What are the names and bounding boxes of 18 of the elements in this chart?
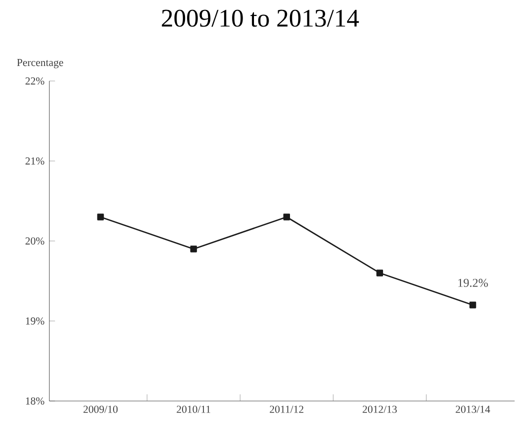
chart-title: 2009/10 to 2013/14: [162, 10, 359, 27]
y-tick-label: 20%: [26, 237, 44, 245]
x-tick-label: 2012/13: [362, 406, 397, 413]
x-tick-label: 2013/14: [456, 406, 490, 413]
y-tick-label: 22%: [26, 77, 44, 85]
point: [97, 214, 104, 220]
point: [283, 214, 290, 220]
data-label: 19.2%: [458, 278, 488, 287]
y-tick-label: 21%: [26, 157, 44, 165]
y-tick-label: 18%: [26, 397, 44, 405]
y-tick-label: 19%: [26, 317, 44, 325]
x-tick-label: 2010/11: [176, 406, 210, 413]
point: [190, 246, 197, 252]
point: [469, 302, 476, 308]
x-tick-label: 2011/12: [270, 406, 304, 413]
y-axis-title: Percentage: [17, 59, 64, 68]
point: [376, 270, 384, 276]
x-tick-label: 2009/10: [84, 406, 118, 413]
